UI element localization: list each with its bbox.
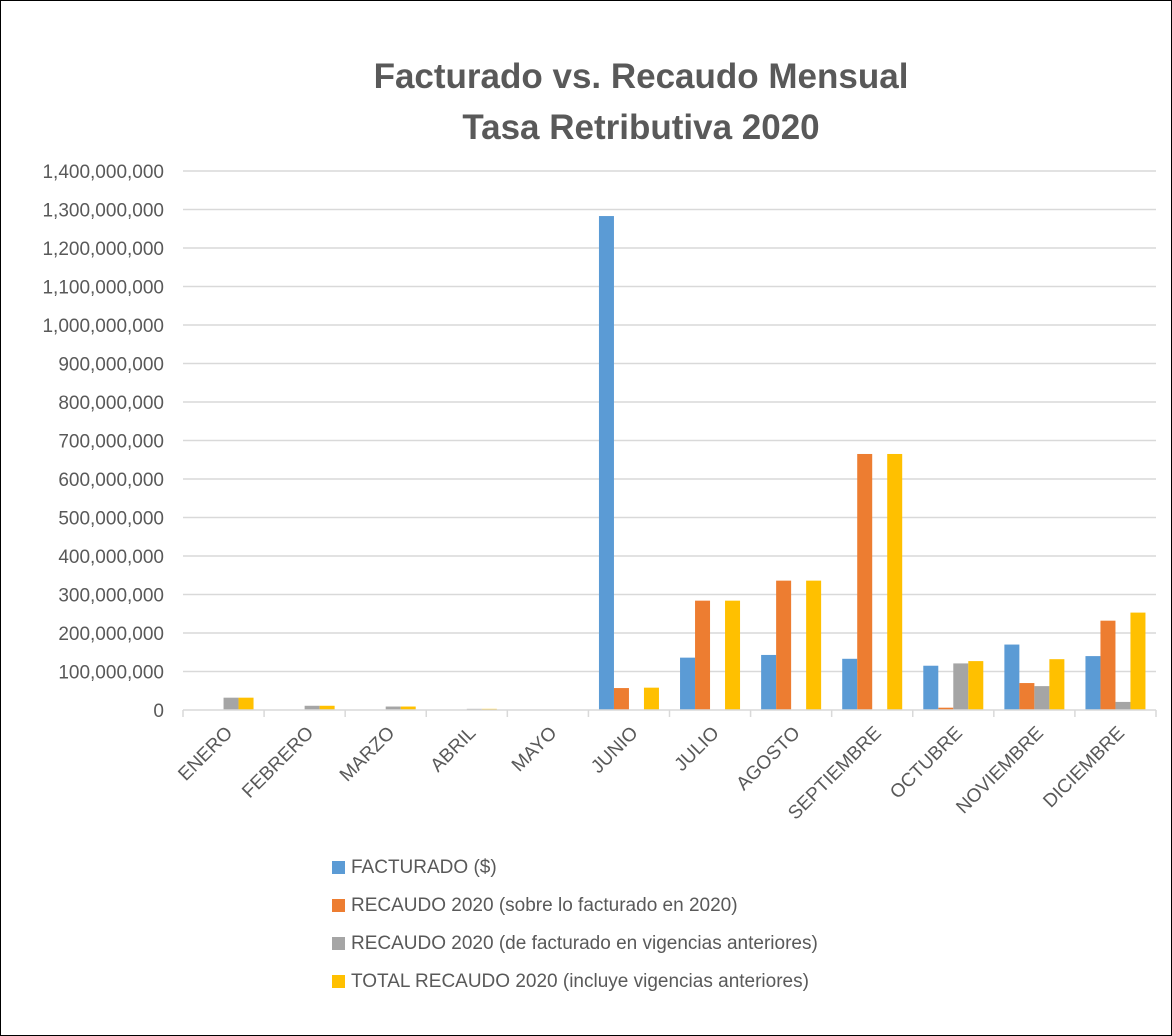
bar (598, 216, 614, 711)
bar (680, 657, 696, 710)
chart-subtitle: Tasa Retributiva 2020 (462, 108, 819, 147)
bar (400, 706, 416, 710)
bar (643, 687, 659, 710)
bar (776, 580, 792, 710)
x-tick-label: DICIEMBRE (1039, 723, 1129, 813)
bar (613, 688, 629, 710)
bar (938, 707, 954, 710)
x-tick-label: JUNIO (587, 723, 642, 778)
y-tick-label: 1,200,000,000 (42, 239, 164, 260)
bar (842, 658, 858, 710)
x-tick-label: AGOSTO (733, 723, 805, 795)
bar (304, 705, 320, 710)
legend-label: RECAUDO 2020 (de facturado en vigencias … (351, 933, 818, 954)
legend: FACTURADO ($) RECAUDO 2020 (sobre lo fact… (332, 857, 818, 992)
x-tick-label: FEBRERO (238, 723, 318, 803)
gridlines (183, 170, 1156, 673)
bar (923, 665, 939, 710)
y-tick-label: 0 (153, 701, 164, 722)
bar (223, 697, 239, 710)
y-tick-label: 400,000,000 (58, 547, 164, 568)
x-tick-label: JULIO (671, 723, 724, 776)
legend-label: RECAUDO 2020 (sobre lo facturado en 2020… (351, 895, 738, 916)
y-tick-label: 500,000,000 (58, 509, 164, 530)
bar (238, 697, 254, 710)
bar (1034, 686, 1050, 710)
bar (806, 580, 822, 710)
y-axis-ticks: 0 100,000,000 200,000,000 300,000,000 400,00… (42, 162, 164, 722)
x-axis (182, 709, 1157, 717)
legend-swatch (332, 937, 345, 950)
y-tick-label: 300,000,000 (58, 586, 164, 607)
y-tick-label: 600,000,000 (58, 470, 164, 491)
bar (1085, 656, 1101, 710)
x-tick-label: NOVIEMBRE (952, 723, 1047, 818)
x-tick-label: ABRIL (427, 723, 481, 777)
bar (968, 661, 984, 710)
y-tick-label: 200,000,000 (58, 624, 164, 645)
x-tick-label: MAYO (508, 723, 561, 776)
bar (1004, 644, 1020, 710)
bar (1115, 701, 1131, 710)
bar (695, 600, 711, 710)
y-tick-label: 700,000,000 (58, 432, 164, 453)
bar (887, 453, 903, 710)
bar (1019, 683, 1035, 710)
y-tick-label: 800,000,000 (58, 393, 164, 414)
bar (857, 453, 873, 710)
bar (725, 600, 741, 710)
legend-swatch (332, 975, 345, 988)
legend-label: FACTURADO ($) (351, 857, 497, 878)
y-tick-label: 100,000,000 (58, 663, 164, 684)
legend-swatch (332, 899, 345, 912)
x-tick-label: OCTUBRE (886, 723, 967, 804)
legend-label: TOTAL RECAUDO 2020 (incluye vigencias an… (351, 971, 809, 992)
bars (223, 216, 1146, 711)
bar (1100, 620, 1116, 710)
bar (1130, 612, 1146, 710)
x-tick-label: ENERO (174, 723, 237, 786)
chart-title: Facturado vs. Recaudo Mensual (374, 57, 909, 96)
y-tick-label: 1,300,000,000 (42, 201, 164, 222)
y-tick-label: 1,000,000,000 (42, 316, 164, 337)
y-tick-label: 900,000,000 (58, 355, 164, 376)
legend-swatch (332, 861, 345, 874)
x-tick-label: MARZO (336, 723, 399, 786)
bar (761, 654, 777, 710)
bar (385, 706, 401, 710)
bar (1049, 659, 1065, 710)
x-axis-ticks: ENERO FEBRERO MARZO ABRIL MAYO JUNIO JULIO AGOS… (174, 723, 1129, 824)
y-tick-label: 1,400,000,000 (42, 162, 164, 183)
bar (319, 705, 335, 710)
y-tick-label: 1,100,000,000 (42, 278, 164, 299)
bar (953, 663, 969, 710)
